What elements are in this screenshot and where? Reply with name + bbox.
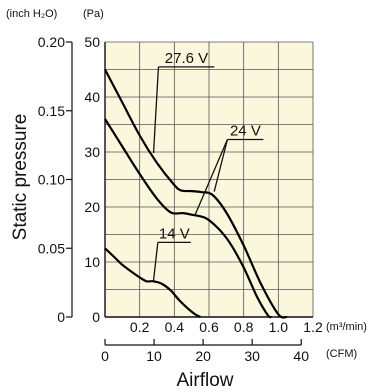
callout-leader bbox=[152, 66, 160, 154]
x1-tick-label: 1.2 bbox=[303, 319, 323, 335]
series-line-27-6-v bbox=[104, 68, 288, 319]
x2-tick-label: 10 bbox=[146, 348, 162, 364]
y1-tick-label: 20 bbox=[84, 199, 100, 215]
x1-tick-label: 0.6 bbox=[199, 319, 219, 335]
x2-tick-label: 20 bbox=[195, 348, 211, 364]
series-label-24-v: 24 V bbox=[230, 123, 261, 140]
callout-leader bbox=[194, 139, 228, 215]
y2-tick-label: 0.10 bbox=[38, 172, 65, 188]
x2-tick-label: 30 bbox=[244, 348, 260, 364]
y2-tick-label: 0.20 bbox=[38, 34, 65, 50]
y1-tick-label: 0 bbox=[92, 309, 100, 325]
x-axis: 0.2 0.4 0.6 0.8 1.0 1.2 0 10 20 30 40 bbox=[101, 316, 323, 364]
y-axis: 0 10 20 30 40 50 0 0.05 0.10 0.15 0.20 bbox=[38, 34, 106, 325]
x2-tick-label: 40 bbox=[293, 348, 309, 364]
y1-tick-label: 50 bbox=[84, 34, 100, 50]
x1-tick-label: 0.2 bbox=[130, 319, 150, 335]
series-callouts: 27.6 V 24 V 14 V bbox=[152, 50, 264, 281]
x2-unit-label: (CFM) bbox=[326, 348, 357, 360]
x1-tick-label: 1.0 bbox=[269, 319, 289, 335]
series-line-24-v bbox=[104, 118, 272, 319]
x1-tick-label: 0.8 bbox=[234, 319, 254, 335]
y-axis-title: Static pressure bbox=[10, 114, 31, 241]
y2-tick-label: 0 bbox=[57, 309, 65, 325]
y1-tick-label: 10 bbox=[84, 254, 100, 270]
callout-leader bbox=[152, 242, 159, 281]
series-label-27-6-v: 27.6 V bbox=[165, 50, 208, 67]
y1-unit-label: (Pa) bbox=[83, 8, 104, 20]
y2-tick-label: 0.15 bbox=[38, 103, 65, 119]
series-lines bbox=[104, 68, 288, 319]
series-line-14-v bbox=[104, 247, 201, 318]
y2-tick-label: 0.05 bbox=[38, 240, 65, 256]
x1-tick-label: 0.4 bbox=[165, 319, 185, 335]
x-axis-title: Airflow bbox=[176, 370, 233, 391]
y1-tick-label: 40 bbox=[84, 89, 100, 105]
y2-unit-label: (inch H₂O) bbox=[6, 8, 57, 20]
x1-unit-label: (m³/min) bbox=[326, 321, 367, 333]
x2-tick-label: 0 bbox=[101, 348, 109, 364]
callout-leader bbox=[213, 139, 229, 192]
y1-tick-label: 30 bbox=[84, 144, 100, 160]
grid bbox=[105, 41, 314, 317]
series-label-14-v: 14 V bbox=[159, 225, 190, 242]
